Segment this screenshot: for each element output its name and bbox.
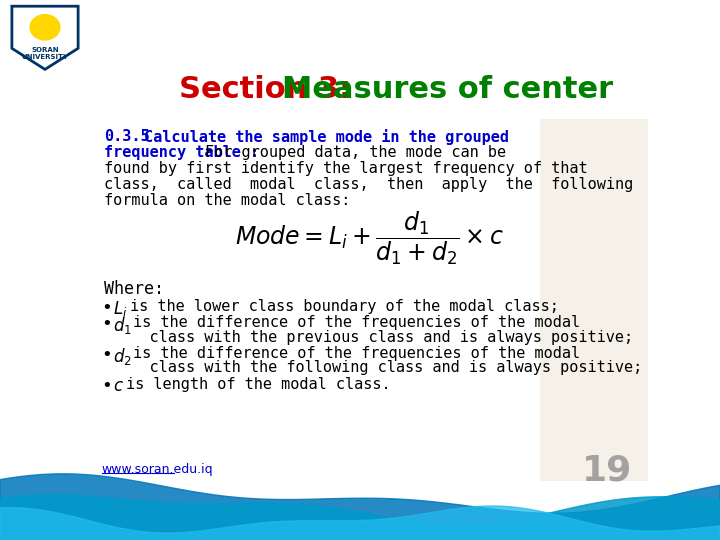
Text: is the lower class boundary of the modal class;: is the lower class boundary of the modal… [130,299,559,314]
Text: $L_i$: $L_i$ [113,299,127,319]
FancyBboxPatch shape [90,65,648,119]
Text: $Mode = L_i + \dfrac{d_1}{d_1 + d_2} \times c$: $Mode = L_i + \dfrac{d_1}{d_1 + d_2} \ti… [235,209,503,267]
Text: is length of the modal class.: is length of the modal class. [126,377,390,392]
Text: frequency table :: frequency table : [104,145,259,160]
Polygon shape [12,6,78,69]
Text: formula on the modal class:: formula on the modal class: [104,193,351,208]
Circle shape [30,15,60,40]
Text: •: • [101,377,112,395]
Text: Where:: Where: [104,280,164,299]
Text: Measures of center: Measures of center [282,75,613,104]
Text: class,  called  modal  class,  then  apply  the  following: class, called modal class, then apply th… [104,177,633,192]
Text: •: • [101,299,112,317]
Text: 0.3.5: 0.3.5 [104,129,150,144]
Text: SORAN
UNIVERSITY: SORAN UNIVERSITY [22,47,68,60]
Text: Section 3:: Section 3: [179,75,351,104]
Text: For grouped data, the mode can be: For grouped data, the mode can be [204,145,506,160]
Text: found by first identify the largest frequency of that: found by first identify the largest freq… [104,161,588,176]
Text: is the difference of the frequencies of the modal: is the difference of the frequencies of … [132,315,580,330]
FancyBboxPatch shape [539,65,648,481]
Text: $d_2$: $d_2$ [113,346,132,367]
Text: class with the previous class and is always positive;: class with the previous class and is alw… [113,330,634,345]
Text: •: • [101,315,112,333]
Text: $d_1$: $d_1$ [113,315,132,336]
Text: 19: 19 [582,454,632,488]
Text: is the difference of the frequencies of the modal: is the difference of the frequencies of … [132,346,580,361]
Text: Calculate the sample mode in the grouped: Calculate the sample mode in the grouped [144,129,509,145]
Text: •: • [101,346,112,364]
Text: $c$: $c$ [113,377,124,395]
Text: class with the following class and is always positive;: class with the following class and is al… [113,361,642,375]
Text: www.soran.edu.iq: www.soran.edu.iq [102,463,213,476]
